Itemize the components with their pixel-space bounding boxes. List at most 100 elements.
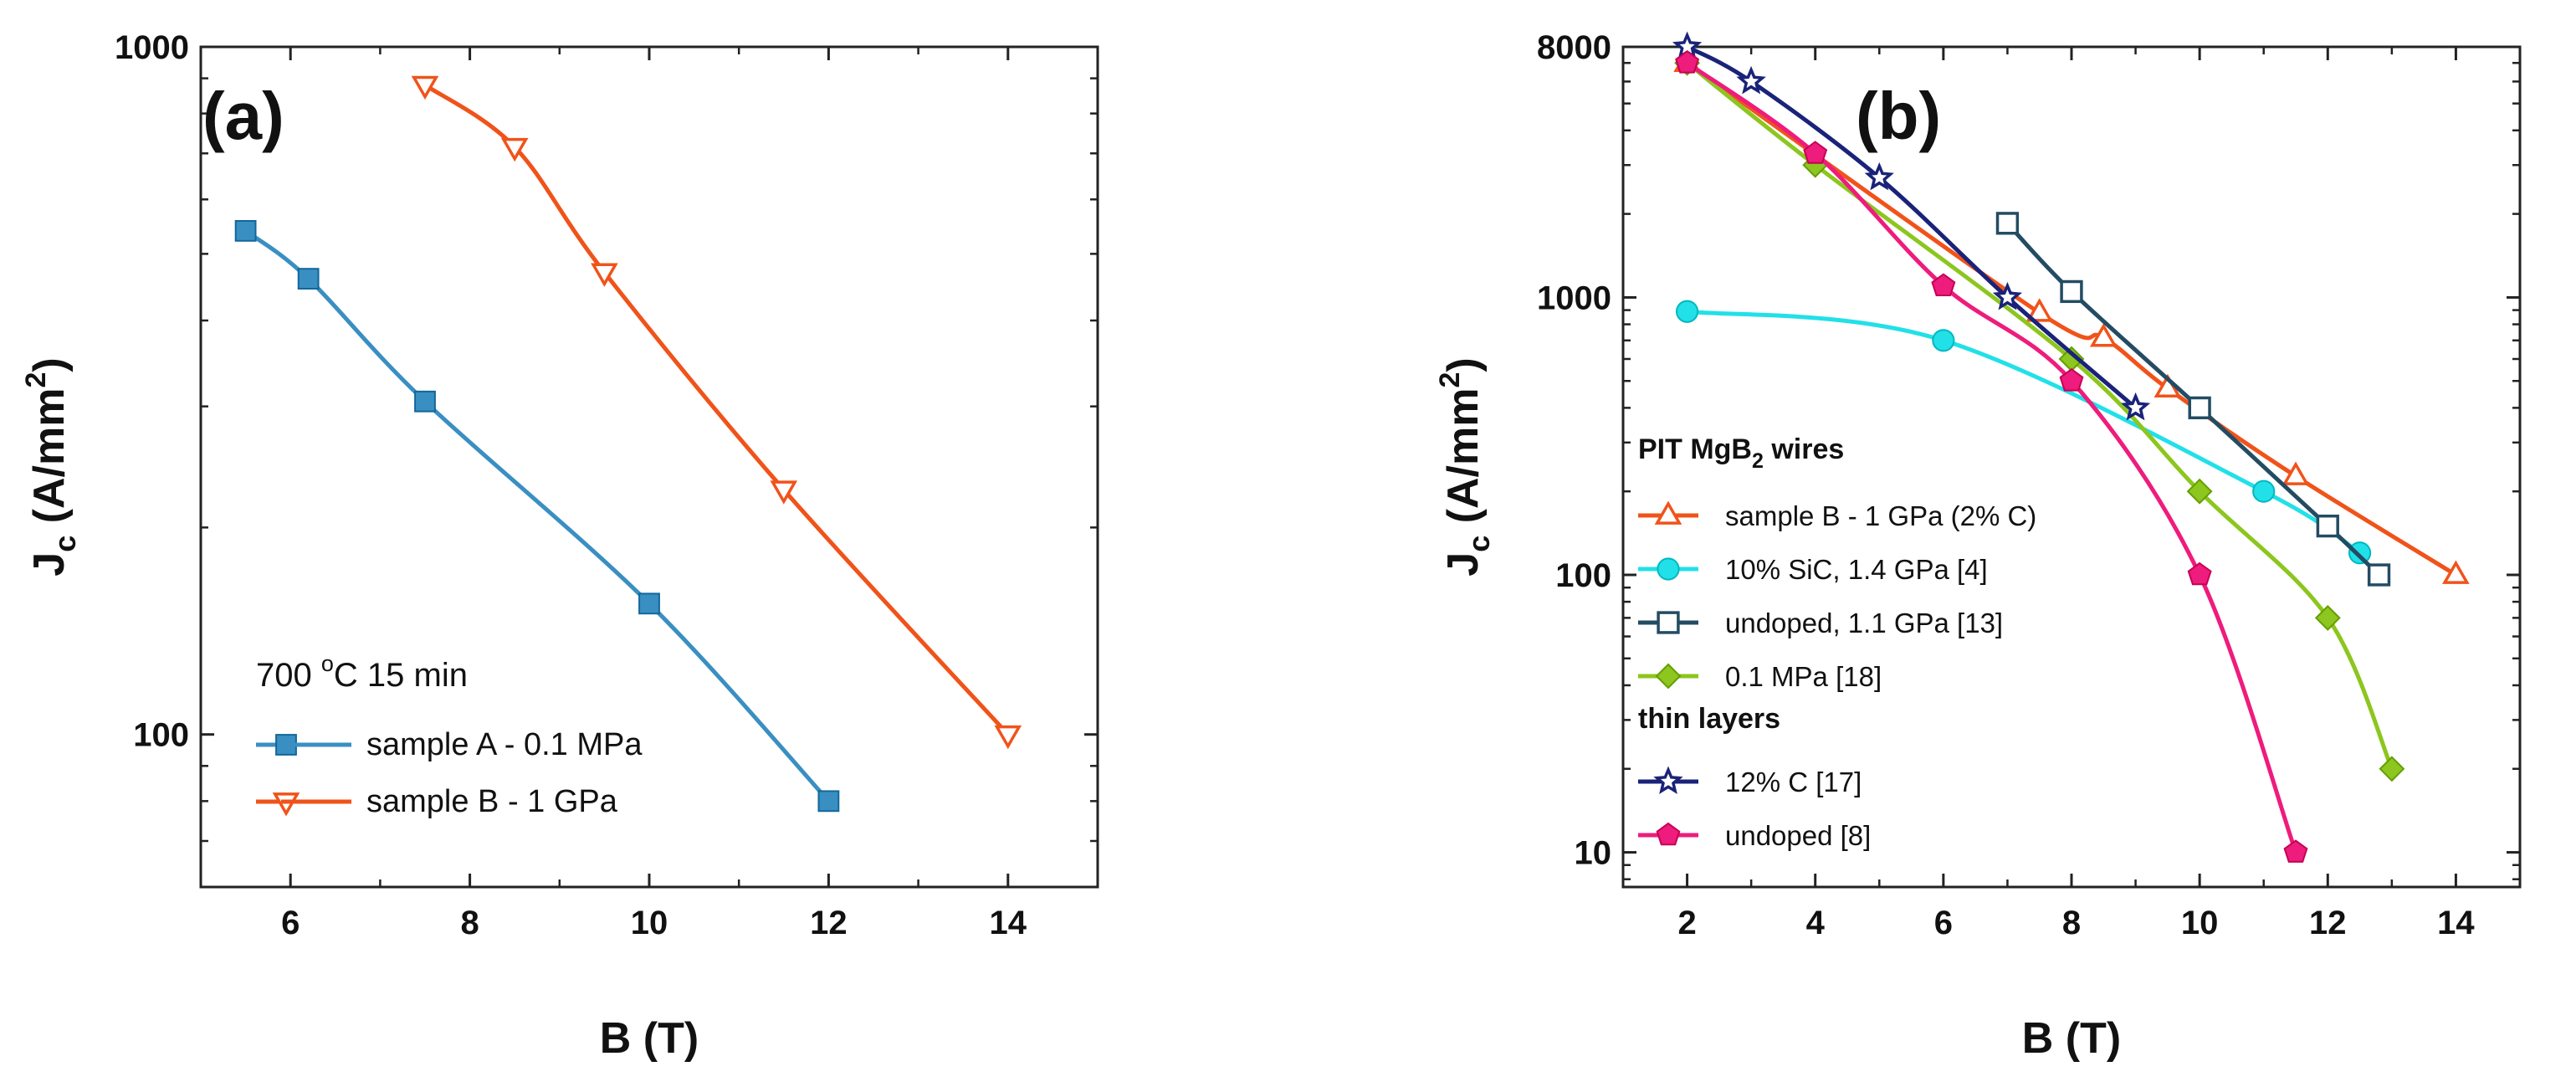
panel-b-legend-group-thin: thin layers — [1638, 703, 1780, 735]
panel-a-y-axis: 100 1000 — [115, 29, 1098, 843]
panel-b-y-title-sup: 2 — [1434, 372, 1466, 388]
panel-a-y-tick-label: 100 — [133, 717, 189, 754]
legend-group-pit-pre: PIT MgB — [1638, 433, 1752, 465]
panel-a-x-axis-title: B (T) — [600, 1014, 699, 1063]
panel-a-x-tick-label: 14 — [990, 905, 1027, 941]
legend-marker-10-sic-1-4-gpa-4 — [1657, 557, 1680, 581]
panel-b-y-tick-label: 100 — [1555, 557, 1611, 594]
series-sample-a-0-1-mpa — [234, 219, 840, 813]
panel-a-y-title-end: ) — [25, 357, 74, 372]
data-point-undoped-8 — [2283, 839, 2308, 863]
panel-b-x-axis-title: B (T) — [2022, 1014, 2121, 1063]
panel-b-chart: 10 100 1000 8000 2 4 6 8 10 12 14 (b) B (T) Jc (A… — [1434, 29, 2522, 1063]
legend-marker-12-c-17 — [1653, 766, 1683, 794]
legend-label-sample-b-1-gpa-2-c: sample B - 1 GPa (2% C) — [1725, 500, 2036, 531]
data-point-undoped-1-1-gpa-13 — [2060, 279, 2083, 304]
data-point-12-c-17 — [1992, 281, 2022, 310]
data-point-undoped-1-1-gpa-13 — [2316, 514, 2339, 538]
data-point-sample-a-0-1-mpa — [414, 390, 436, 413]
legend-label-undoped-8: undoped [8] — [1725, 820, 1871, 851]
data-point-sample-a-0-1-mpa — [297, 268, 320, 290]
data-point-sample-b-1-gpa — [994, 725, 1022, 750]
legend-label-undoped-1-1-gpa-13: undoped, 1.1 GPa [13] — [1725, 608, 2003, 638]
panel-b-x-tick-label: 14 — [2437, 905, 2475, 941]
panel-a-chart: 100 1000 6 8 10 12 14 (a) B (T) Jc (A/mm2) 70… — [20, 29, 1099, 1063]
data-point-12-c-17 — [2120, 392, 2151, 421]
panel-b-label: (b) — [1856, 79, 1941, 153]
data-point-10-sic-1-4-gpa-4 — [1675, 300, 1699, 323]
legend-label-12-c-17: 12% C [17] — [1725, 767, 1862, 797]
panel-b-x-tick-label: 2 — [1677, 905, 1696, 941]
legend-item-0-1-mpa-18: 0.1 MPa [18] — [1638, 661, 1882, 692]
panel-a-legend-items: sample A - 0.1 MPa sample B - 1 GPa — [256, 727, 643, 819]
data-point-undoped-1-1-gpa-13 — [1995, 212, 2020, 235]
panel-a-y-axis-title: Jc (A/mm2) — [20, 357, 82, 576]
series-sample-b-1-gpa — [411, 75, 1022, 750]
data-point-undoped-8 — [1931, 273, 1956, 296]
panel-b-legend: PIT MgB2 wires thin layers sample B - 1 … — [1638, 433, 2036, 851]
panel-b-y-title-main: J — [1439, 552, 1488, 577]
panel-a-x-tick-label: 12 — [810, 905, 848, 941]
series-12-c-17 — [1672, 31, 2151, 421]
panel-a-series-group — [234, 75, 1022, 813]
panel-b-x-tick-label: 4 — [1806, 905, 1826, 941]
panel-b-y-title-sub: c — [1462, 536, 1496, 552]
panel-b-x-axis: 2 4 6 8 10 12 14 — [1677, 47, 2475, 941]
legend-item-undoped-1-1-gpa-13: undoped, 1.1 GPa [13] — [1638, 608, 2003, 638]
panel-b-legend-group-pit: PIT MgB2 wires — [1638, 433, 1844, 473]
data-point-sample-b-1-gpa-2-c — [2089, 323, 2118, 347]
panel-a-legend-title: 700 oC 15 min — [256, 651, 468, 694]
panel-a-legend: 700 oC 15 min sample A - 0.1 MPa sample B… — [256, 651, 643, 819]
data-point-10-sic-1-4-gpa-4 — [1932, 329, 1955, 352]
panel-b-y-tick-label: 1000 — [1537, 279, 1611, 316]
data-point-12-c-17 — [1864, 162, 1894, 191]
data-point-undoped-1-1-gpa-13 — [2367, 563, 2391, 587]
panel-b-x-tick-label: 6 — [1934, 905, 1953, 941]
legend-label-0-1-mpa-18: 0.1 MPa [18] — [1725, 661, 1882, 692]
data-point-sample-b-1-gpa — [500, 137, 529, 162]
series-undoped-8 — [1675, 49, 2308, 863]
data-point-sample-b-1-gpa-2-c — [2442, 560, 2470, 584]
panel-b-y-axis-title: Jc (A/mm2) — [1434, 357, 1496, 576]
panel-b-y-title-end: ) — [1439, 357, 1488, 372]
data-point-10-sic-1-4-gpa-4 — [2252, 479, 2276, 503]
legend-marker-sample-b-1-gpa-2-c — [1654, 500, 1682, 525]
legend-item-12-c-17: 12% C [17] — [1638, 766, 1862, 797]
panel-a-plot-frame — [199, 45, 1099, 889]
data-point-12-c-17 — [1736, 65, 1766, 95]
data-point-undoped-8 — [2187, 561, 2212, 586]
data-point-10-sic-1-4-gpa-4 — [2348, 541, 2372, 565]
panel-a-x-tick-label: 10 — [631, 905, 668, 941]
series-line-10-sic-1-4-gpa-4 — [1685, 309, 2363, 556]
panel-b-y-tick-label: 8000 — [1537, 29, 1611, 66]
data-point-sample-a-0-1-mpa — [234, 219, 257, 242]
panel-b-y-tick-label: 10 — [1575, 835, 1612, 872]
panel-a-legend-title-sup: o — [321, 651, 334, 676]
panel-a-x-tick-label: 6 — [281, 905, 300, 941]
legend-label-sample-b-1-gpa: sample B - 1 GPa — [366, 784, 618, 819]
legend-item-undoped-8: undoped [8] — [1638, 820, 1871, 851]
panel-a-legend-title-post: C 15 min — [334, 657, 468, 694]
series-line-sample-a-0-1-mpa — [243, 228, 831, 803]
series-undoped-1-1-gpa-13 — [1995, 212, 2391, 587]
legend-group-pit-post: wires — [1764, 433, 1844, 465]
panel-b-legend-items: sample B - 1 GPa (2% C) 10% SiC, 1.4 GPa … — [1638, 500, 2036, 851]
panel-a-label: (a) — [202, 79, 284, 153]
legend-item-10-sic-1-4-gpa-4: 10% SiC, 1.4 GPa [4] — [1638, 554, 1988, 585]
legend-marker-undoped-1-1-gpa-13 — [1657, 611, 1680, 634]
data-point-undoped-8 — [1675, 49, 1700, 74]
panel-a-y-tick-label: 1000 — [115, 29, 189, 66]
panel-b-y-title-rest: (A/mm — [1439, 388, 1488, 536]
legend-item-sample-b-1-gpa: sample B - 1 GPa — [256, 784, 618, 819]
panel-a-y-title-main: J — [25, 552, 74, 577]
data-point-sample-b-1-gpa-2-c — [2282, 461, 2310, 485]
data-point-sample-a-0-1-mpa — [638, 592, 660, 615]
data-point-0-1-mpa-18 — [2314, 604, 2341, 631]
legend-group-pit-sub: 2 — [1752, 449, 1764, 473]
panel-b-x-tick-label: 8 — [2062, 905, 2081, 941]
data-point-undoped-8 — [2059, 367, 2084, 392]
series-10-sic-1-4-gpa-4 — [1675, 300, 2372, 565]
panel-a-y-title-sup: 2 — [20, 372, 52, 388]
panel-b-x-tick-label: 10 — [2181, 905, 2219, 941]
